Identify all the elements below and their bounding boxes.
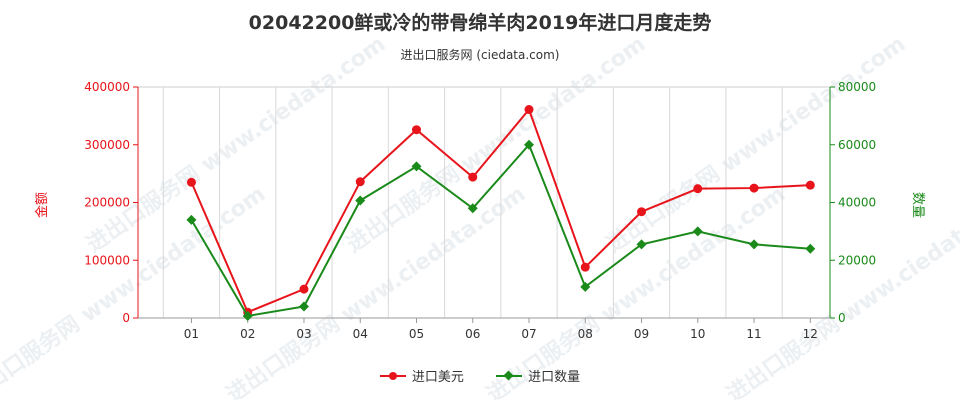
x-tick-label: 03 <box>296 327 311 341</box>
y-left-tick-label: 400000 <box>84 80 130 94</box>
data-point-import-quantity <box>467 203 478 214</box>
data-point-import-value <box>580 262 590 272</box>
data-point-import-value <box>805 180 815 190</box>
data-point-import-value <box>637 207 647 217</box>
x-tick-label: 01 <box>184 327 199 341</box>
data-point-import-value <box>749 183 759 193</box>
x-tick-label: 10 <box>690 327 705 341</box>
data-point-import-quantity <box>580 281 591 292</box>
data-point-import-quantity <box>524 139 535 150</box>
x-tick-label: 09 <box>634 327 649 341</box>
x-tick-label: 08 <box>578 327 593 341</box>
y-right-tick-label: 40000 <box>838 196 876 210</box>
data-point-import-quantity <box>692 226 703 237</box>
legend-label-import-quantity: 进口数量 <box>528 370 581 385</box>
data-point-import-quantity <box>186 214 197 225</box>
y-right-axis-label: 数量 <box>910 192 925 218</box>
legend: 进口美元 进口数量 <box>0 366 960 386</box>
data-point-import-quantity <box>298 301 309 312</box>
y-left-tick-label: 300000 <box>84 138 130 152</box>
data-point-import-value <box>186 177 196 187</box>
data-point-import-quantity <box>749 239 760 250</box>
legend-item-import-quantity[interactable]: 进口数量 <box>496 366 580 385</box>
y-right-tick-label: 20000 <box>838 253 876 267</box>
chart-subtitle: 进出口服务网 (ciedata.com) <box>400 48 560 62</box>
data-point-import-value <box>355 177 365 187</box>
x-tick-label: 02 <box>240 327 255 341</box>
data-point-import-value <box>411 125 421 135</box>
data-point-import-quantity <box>805 243 816 254</box>
data-point-import-quantity <box>636 239 647 250</box>
y-right-tick-label: 0 <box>838 311 846 325</box>
series-line-import-quantity <box>190 142 811 318</box>
x-tick-label: 04 <box>353 327 368 341</box>
y-right-tick-label: 80000 <box>838 80 876 94</box>
series-line-import-value <box>190 107 811 314</box>
legend-item-import-value[interactable]: 进口美元 <box>379 366 464 385</box>
data-point-import-quantity <box>242 310 253 321</box>
legend-swatch-red <box>379 370 406 382</box>
x-tick-label: 05 <box>409 327 424 341</box>
y-left-axis-label: 金额 <box>34 192 50 218</box>
data-point-import-quantity <box>411 161 422 172</box>
data-point-import-value <box>299 284 309 294</box>
data-point-import-value <box>468 172 478 182</box>
x-tick-label: 06 <box>465 327 480 341</box>
chart-title: 02042200鲜或冷的带骨绵羊肉2019年进口月度走势 <box>248 12 712 34</box>
data-point-import-quantity <box>355 195 366 206</box>
data-point-import-value <box>693 184 703 194</box>
x-tick-label: 11 <box>746 327 761 341</box>
x-tick-label: 07 <box>521 327 536 341</box>
x-tick-label: 12 <box>803 327 818 341</box>
legend-label-import-value: 进口美元 <box>411 370 464 385</box>
y-left-tick-label: 200000 <box>84 196 130 210</box>
y-left-tick-label: 100000 <box>84 253 130 267</box>
y-right-tick-label: 60000 <box>838 138 876 152</box>
data-point-import-value <box>524 105 534 115</box>
legend-swatch-green <box>496 370 523 382</box>
y-left-tick-label: 0 <box>122 311 130 325</box>
